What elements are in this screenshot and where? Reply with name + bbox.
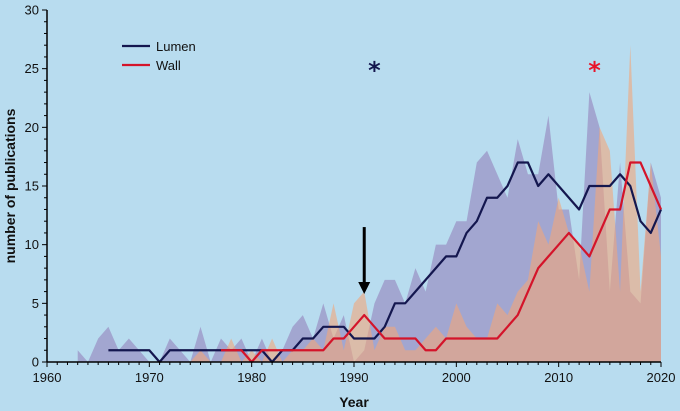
- y-tick-label: 5: [32, 296, 39, 311]
- band-lumen: [77, 92, 661, 362]
- x-tick-label: 2020: [647, 370, 676, 385]
- x-tick-label: 1980: [237, 370, 266, 385]
- y-tick-label: 20: [25, 120, 39, 135]
- x-tick-label: 2010: [544, 370, 573, 385]
- x-axis-title: Year: [339, 394, 369, 410]
- line-lumen: [108, 161, 663, 364]
- series-lines: [108, 161, 663, 364]
- band-wall: [190, 45, 661, 362]
- shaded-bands: [77, 45, 661, 362]
- legend: Lumen Wall: [122, 39, 196, 73]
- legend-lumen-label: Lumen: [156, 39, 196, 54]
- axes: [42, 9, 662, 367]
- y-tick-label: 25: [25, 61, 39, 76]
- y-tick-label: 15: [25, 179, 39, 194]
- x-tick-label: 1990: [340, 370, 369, 385]
- y-tick-label: 10: [25, 237, 39, 252]
- x-tick-label: 2000: [442, 370, 471, 385]
- y-tick-label: 0: [32, 355, 39, 370]
- x-tick-label: 1960: [33, 370, 62, 385]
- y-tick-label: 30: [25, 3, 39, 18]
- event-arrow: [358, 227, 371, 294]
- legend-wall-label: Wall: [156, 58, 181, 73]
- arrow-head: [358, 281, 371, 294]
- lumen-significance-star: *: [368, 57, 381, 85]
- tick-labels: 0 5 10 15 20 25 30 1960 1970 1980 1990 2000 2010 2020: [25, 3, 676, 386]
- x-tick-label: 1970: [135, 370, 164, 385]
- wall-significance-star: *: [588, 57, 601, 85]
- line-wall: [220, 161, 663, 364]
- y-axis-title: number of publications: [2, 108, 18, 263]
